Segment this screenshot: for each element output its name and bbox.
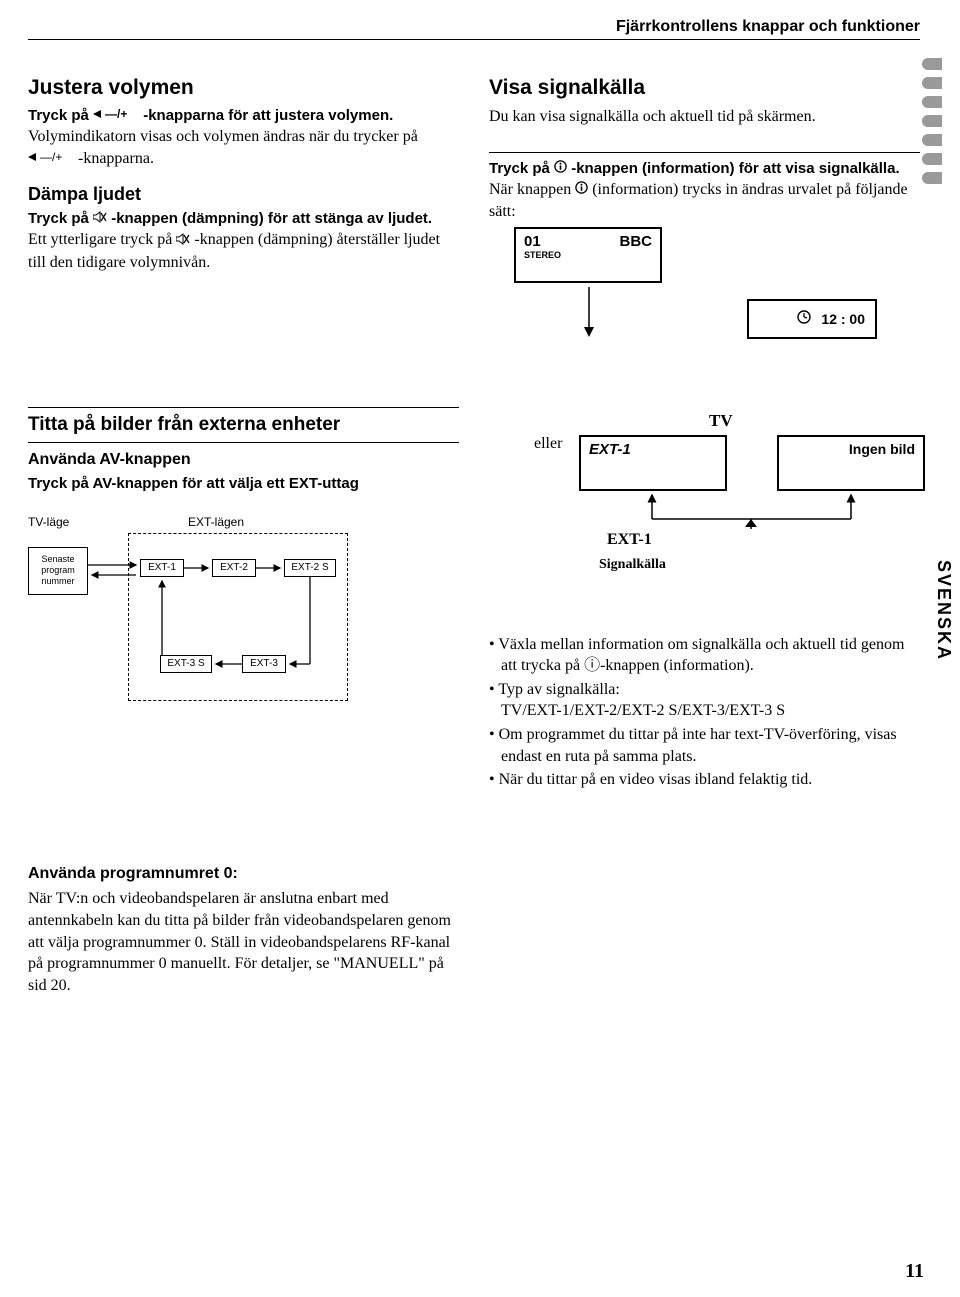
ext-devices-title: Titta på bilder från externa enheter — [28, 414, 459, 436]
middle-columns: Titta på bilder från externa enheter Anv… — [28, 401, 920, 793]
ext-diagram: TV-läge EXT-lägen Senaste program nummer… — [28, 495, 459, 705]
info-icon — [554, 159, 567, 179]
language-label: SVENSKA — [933, 560, 954, 661]
av-button-sub: Använda AV-knappen — [28, 449, 459, 471]
adjust-volume-instr: Tryck på —/+ -knapparna för att justera … — [28, 106, 459, 126]
bullet-item: • Växla mellan information om signalkäll… — [489, 634, 920, 677]
av-button-instr: Tryck på AV-knappen för att välja ett EX… — [28, 474, 459, 494]
info-body: När knappen (information) trycks in ändr… — [489, 179, 920, 223]
t: -knapparna för att justera volymen. — [143, 107, 393, 124]
display-time-box: 12 : 00 — [747, 299, 877, 339]
signal-flow-diagram: TV eller EXT-1 Ingen bild EXT-1 Signalkä… — [489, 411, 920, 626]
t: Tryck på — [28, 210, 93, 227]
divider — [28, 442, 459, 443]
volume-icon: —/+ — [93, 106, 139, 126]
prog0-title: Använda programnumret 0: — [28, 863, 458, 885]
clock-icon — [797, 310, 811, 327]
adjust-volume-title: Justera volymen — [28, 76, 459, 100]
adjust-volume-body: Volymindikatorn visas och volymen ändras… — [28, 126, 459, 170]
prog0-body: När TV:n och videobandspelaren är anslut… — [28, 888, 458, 996]
volume-icon: —/+ — [28, 148, 74, 170]
right-middle: TV eller EXT-1 Ingen bild EXT-1 Signalkä… — [489, 401, 920, 793]
info-display-flow: 01 BBC STEREO 12 : 00 — [489, 227, 929, 377]
divider — [28, 407, 459, 408]
page-number: 11 — [905, 1260, 924, 1283]
page-header: Fjärrkontrollens knappar och funktioner — [28, 18, 920, 40]
time-value: 12 : 00 — [821, 311, 865, 327]
t: Tryck på — [489, 160, 554, 177]
signal-source-body: Du kan visa signalkälla och aktuell tid … — [489, 106, 920, 128]
mute-body: Ett ytterligare tryck på -knappen (dämpn… — [28, 229, 459, 273]
channel-number: 01 — [524, 233, 541, 250]
t: Om programmet du tittar på inte har text… — [499, 726, 897, 765]
t: När du tittar på en video visas ibland f… — [499, 771, 813, 788]
mute-icon — [176, 230, 190, 252]
info-instr: Tryck på -knappen (information) för att … — [489, 159, 920, 179]
t: Tryck på — [28, 107, 93, 124]
left-column: Justera volymen Tryck på —/+ -knapparna … — [28, 76, 459, 377]
divider — [489, 152, 920, 153]
bullet-item: • Typ av signalkälla: TV/EXT-1/EXT-2/EXT… — [489, 679, 920, 722]
t: När knappen — [489, 181, 575, 198]
sigflow-arrows — [489, 411, 929, 581]
prog0-section: Använda programnumret 0: När TV:n och vi… — [28, 863, 458, 997]
signal-source-title: Visa signalkälla — [489, 76, 920, 100]
mute-icon — [93, 209, 107, 229]
channel-name: BBC — [620, 233, 653, 250]
upper-columns: Justera volymen Tryck på —/+ -knapparna … — [28, 76, 920, 377]
decor-side-bars — [922, 58, 942, 191]
t: Typ av signalkälla: TV/EXT-1/EXT-2/EXT-2… — [498, 681, 785, 720]
t: -knappen (information) för att visa sign… — [571, 160, 899, 177]
svg-text:—/+: —/+ — [105, 108, 127, 120]
t: -knapparna. — [78, 150, 154, 167]
info-icon — [575, 179, 588, 201]
t: Ett ytterligare tryck på — [28, 231, 172, 248]
mute-instr: Tryck på -knappen (dämpning) för att stä… — [28, 209, 459, 229]
bullet-item: • När du tittar på en video visas ibland… — [489, 769, 920, 791]
mute-title: Dämpa ljudet — [28, 184, 459, 205]
t: Växla mellan information om signalkälla … — [498, 636, 904, 675]
ext-diagram-arrows — [28, 515, 348, 705]
right-column: Visa signalkälla Du kan visa signalkälla… — [489, 76, 920, 377]
flow-arrow-down — [582, 287, 596, 342]
info-bullets: • Växla mellan information om signalkäll… — [489, 634, 920, 791]
stereo-label: STEREO — [524, 250, 652, 260]
t: Volymindikatorn visas och volymen ändras… — [28, 128, 418, 145]
t: -knappen (dämpning) för att stänga av lj… — [111, 210, 432, 227]
display-channel-box: 01 BBC STEREO — [514, 227, 662, 283]
svg-text:—/+: —/+ — [40, 151, 62, 163]
bullet-item: • Om programmet du tittar på inte har te… — [489, 724, 920, 767]
left-middle: Titta på bilder från externa enheter Anv… — [28, 401, 459, 793]
